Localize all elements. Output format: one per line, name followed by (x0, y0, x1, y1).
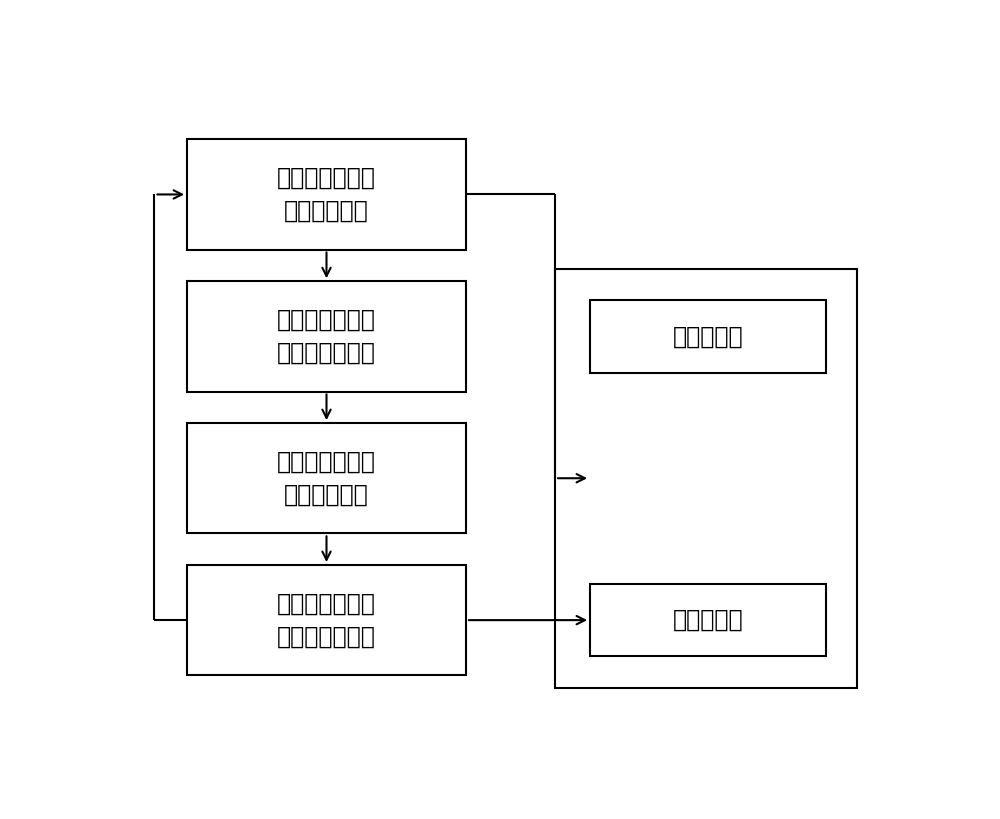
Text: 得到电动阀门的
目标开关状态: 得到电动阀门的 目标开关状态 (277, 450, 376, 507)
Bar (187, 565, 466, 676)
Bar (590, 584, 826, 656)
Text: 选择性显示: 选择性显示 (673, 324, 744, 348)
Bar (590, 300, 826, 373)
Bar (187, 139, 466, 250)
Text: 对当前模式的目
标函数进行优化: 对当前模式的目 标函数进行优化 (277, 308, 376, 365)
Bar (555, 269, 857, 688)
Bar (187, 423, 466, 533)
Text: 接收集热器的参
数和运行数据: 接收集热器的参 数和运行数据 (277, 165, 376, 224)
Text: 记录并存储: 记录并存储 (673, 609, 744, 632)
Bar (187, 281, 466, 391)
Text: 将电动阀门调整
为目标开关状态: 将电动阀门调整 为目标开关状态 (277, 591, 376, 649)
